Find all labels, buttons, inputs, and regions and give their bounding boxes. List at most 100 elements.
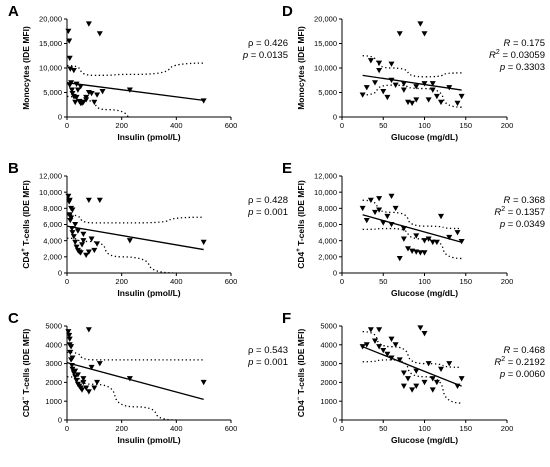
data-point — [405, 246, 411, 252]
data-point — [99, 89, 106, 95]
y-tick-label: 0 — [333, 269, 337, 278]
panel-letter: D — [282, 3, 293, 20]
y-tick-label: 1000 — [45, 397, 62, 406]
x-tick-label: 200 — [115, 424, 128, 433]
panel-letter: F — [282, 310, 291, 327]
data-point — [94, 241, 101, 247]
data-point — [384, 94, 391, 101]
data-point — [417, 250, 424, 256]
stat-line: p = 0.0135 — [242, 50, 288, 61]
data-point — [413, 84, 420, 90]
data-point — [363, 217, 370, 224]
data-point — [66, 55, 73, 61]
y-tick-label: 6,000 — [318, 220, 337, 229]
data-point — [72, 239, 79, 246]
stat-line: R = 0.175 — [504, 38, 545, 49]
stat-line: R2 = 0.03059 — [489, 49, 545, 61]
ci-lower-curve — [362, 359, 462, 404]
data-point — [413, 383, 420, 389]
stat-line: p = 0.001 — [247, 357, 288, 368]
data-point — [405, 376, 411, 382]
x-tick-label: 50 — [379, 424, 387, 433]
stat-line: p = 0.0060 — [499, 369, 545, 380]
data-point — [446, 85, 453, 91]
data-point — [85, 327, 92, 333]
panel-letter: A — [8, 3, 19, 20]
data-point — [200, 98, 207, 104]
data-point — [413, 233, 420, 239]
data-point — [65, 193, 72, 200]
data-point — [88, 236, 95, 242]
data-point — [66, 332, 73, 339]
data-point — [454, 100, 461, 107]
y-tick-label: 3000 — [45, 359, 62, 368]
data-point — [126, 87, 133, 93]
panel-e: E 0 2,000 4,000 6,000 8,000 10,000 12,000 0 50 100… — [282, 160, 545, 298]
y-tick-label: 5,000 — [43, 88, 62, 97]
data-point — [376, 60, 383, 66]
panel-c: C 0 1000 2000 3000 4000 5000 0 200 400 600 Insulin … — [8, 310, 288, 445]
x-axis-label: Glucose (mg/dL) — [391, 132, 458, 142]
x-tick-label: 400 — [170, 277, 183, 286]
y-tick-label: 0 — [333, 113, 337, 122]
data-point — [413, 368, 420, 374]
regression-line — [66, 82, 204, 101]
data-point — [72, 368, 79, 374]
y-axis-label: CD4− T-cells (IDE MFI) — [296, 329, 306, 418]
x-tick-label: 200 — [115, 277, 128, 286]
stat-line: p = 0.001 — [247, 207, 288, 218]
data-point — [69, 366, 76, 373]
data-point — [126, 238, 133, 244]
data-point — [80, 376, 87, 382]
ci-lower-curve — [67, 376, 177, 420]
data-point — [400, 81, 407, 87]
panel-b: B 0 2,000 4,000 6,000 8,000 10,000 12,000 0 200 40… — [8, 160, 288, 298]
x-tick-label: 100 — [418, 424, 431, 433]
ci-lower-curve — [362, 84, 462, 108]
y-axis-label: CD4+ T-cells (IDE MFI) — [296, 180, 306, 269]
x-tick-label: 50 — [379, 121, 387, 130]
data-point — [384, 351, 391, 357]
y-axis-label: CD4− T-cells (IDE MFI) — [21, 329, 31, 418]
x-tick-label: 600 — [225, 121, 238, 130]
y-tick-label: 4,000 — [318, 236, 337, 245]
data-point — [376, 67, 383, 74]
y-tick-label: 10,000 — [39, 188, 62, 197]
data-point — [70, 234, 77, 240]
x-tick-label: 150 — [459, 121, 472, 130]
x-axis-label: Insulin (pmol/L) — [117, 132, 180, 142]
data-point — [413, 249, 420, 255]
data-point — [400, 226, 407, 232]
panel-d: D 0 5,000 10,000 15,000 20,000 0 50 100 150 200 Glu… — [282, 3, 545, 142]
y-axis-label: Monocytes (IDE MFI) — [21, 26, 31, 110]
data-point — [85, 197, 92, 204]
data-point — [433, 93, 440, 100]
data-point — [79, 242, 86, 248]
y-tick-label: 6,000 — [43, 220, 62, 229]
x-tick-label: 0 — [340, 121, 344, 130]
data-point — [69, 207, 76, 213]
data-point — [74, 372, 81, 378]
x-tick-label: 600 — [225, 277, 238, 286]
data-point — [429, 376, 436, 382]
data-point — [68, 344, 75, 350]
data-point — [388, 77, 395, 84]
data-point — [91, 99, 98, 106]
data-point — [388, 355, 395, 361]
x-tick-label: 400 — [170, 424, 183, 433]
stat-line: ρ = 0.426 — [248, 38, 288, 49]
data-point — [68, 87, 75, 93]
stat-line: R = 0.368 — [504, 195, 545, 206]
data-point — [77, 84, 84, 90]
data-point — [409, 387, 416, 393]
x-tick-label: 200 — [501, 277, 514, 286]
data-point — [400, 87, 407, 93]
data-point — [454, 230, 461, 236]
data-point — [388, 193, 395, 200]
x-tick-label: 150 — [459, 424, 472, 433]
data-point — [400, 370, 407, 376]
data-point — [421, 31, 428, 37]
data-point — [69, 230, 76, 236]
y-tick-label: 2,000 — [318, 252, 337, 261]
data-point — [376, 196, 383, 202]
